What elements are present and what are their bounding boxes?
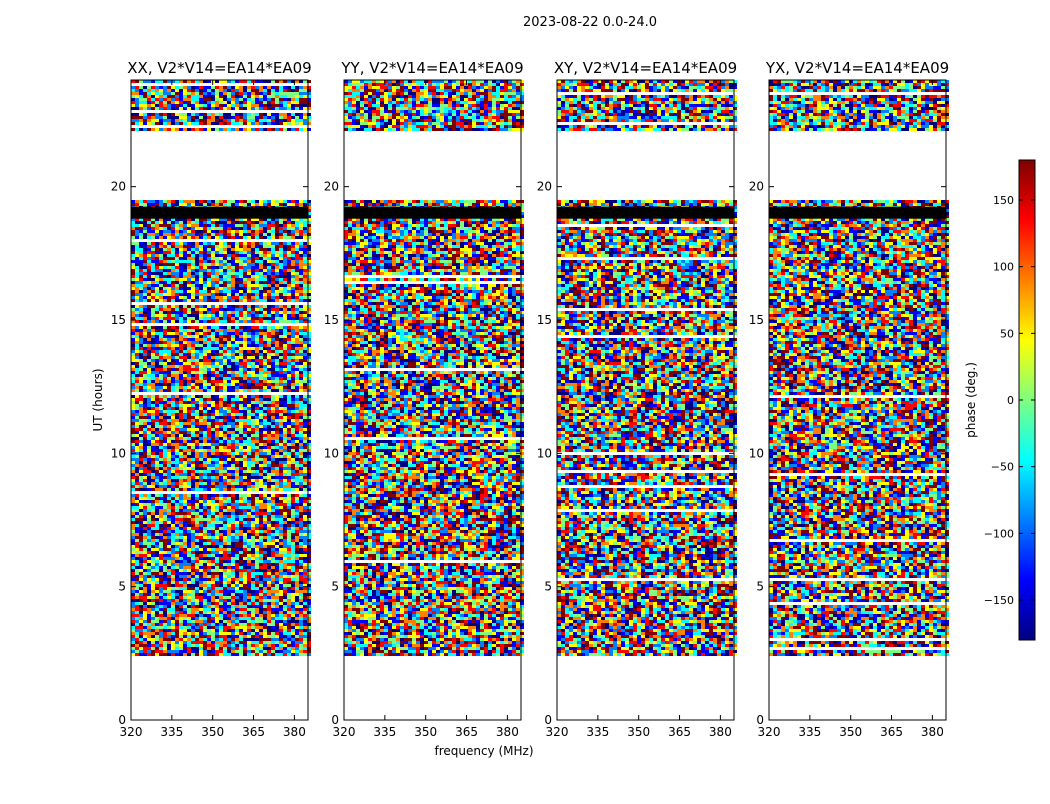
panel-yy: YY, V2*V14=EA14*EA09 320 335 350 365 380 0 5 10 1… bbox=[324, 59, 524, 739]
colorbar: −150 −100 −50 0 50 100 150 bbox=[984, 160, 1035, 640]
x-tick-label: 350 bbox=[627, 725, 650, 739]
x-tick-label: 365 bbox=[880, 725, 903, 739]
flagged-block bbox=[131, 207, 308, 219]
y-tick-label: 20 bbox=[111, 180, 126, 194]
y-tick-label: 15 bbox=[749, 313, 764, 327]
y-tick-label: 10 bbox=[111, 446, 126, 460]
x-tick-label: 350 bbox=[201, 725, 224, 739]
y-axis-label: UT (hours) bbox=[91, 368, 105, 431]
colorbar-tick-label: −50 bbox=[991, 461, 1014, 474]
y-tick-label: 15 bbox=[537, 313, 552, 327]
y-tick-label: 15 bbox=[324, 313, 339, 327]
x-tick-label: 350 bbox=[839, 725, 862, 739]
x-tick-label: 365 bbox=[668, 725, 691, 739]
colorbar-tick-label: 0 bbox=[1007, 394, 1014, 407]
y-tick-label: 15 bbox=[111, 313, 126, 327]
colorbar-tick-label: 50 bbox=[1000, 327, 1014, 340]
y-tick-label: 5 bbox=[544, 580, 552, 594]
y-tick-label: 0 bbox=[118, 713, 126, 727]
flagged-block bbox=[557, 207, 734, 219]
x-tick-label: 335 bbox=[373, 725, 396, 739]
x-axis-label: frequency (MHz) bbox=[434, 744, 533, 758]
x-tick-label: 335 bbox=[160, 725, 183, 739]
phase-raster-xx bbox=[131, 80, 311, 656]
y-tick-label: 0 bbox=[756, 713, 764, 727]
y-tick-label: 5 bbox=[118, 580, 126, 594]
y-tick-label: 10 bbox=[749, 446, 764, 460]
x-tick-label: 350 bbox=[414, 725, 437, 739]
panel-xy: XY, V2*V14=EA14*EA09 320 335 350 365 380 0 5 10 1… bbox=[537, 59, 737, 739]
phase-raster-yx bbox=[769, 80, 949, 656]
panel-title: XY, V2*V14=EA14*EA09 bbox=[554, 59, 737, 77]
x-tick-label: 320 bbox=[120, 725, 143, 739]
y-tick-label: 20 bbox=[537, 180, 552, 194]
panel-xx: XX, V2*V14=EA14*EA09 320 335 350 365 380 0 5 10 1… bbox=[111, 59, 312, 739]
x-tick-label: 335 bbox=[798, 725, 821, 739]
flagged-block bbox=[344, 207, 521, 219]
y-tick-label: 0 bbox=[544, 713, 552, 727]
panels-group: XX, V2*V14=EA14*EA09 320 335 350 365 380 0 5 10 1… bbox=[111, 59, 949, 739]
flagged-block bbox=[769, 207, 946, 219]
phase-raster-xy bbox=[557, 80, 737, 656]
colorbar-tick-label: −150 bbox=[984, 594, 1014, 607]
colorbar-tick-label: 150 bbox=[993, 194, 1014, 207]
y-tick-label: 10 bbox=[324, 446, 339, 460]
y-tick-label: 5 bbox=[331, 580, 339, 594]
x-tick-label: 365 bbox=[242, 725, 265, 739]
y-tick-label: 20 bbox=[324, 180, 339, 194]
x-tick-label: 380 bbox=[283, 725, 306, 739]
x-tick-label: 335 bbox=[586, 725, 609, 739]
x-tick-label: 320 bbox=[333, 725, 356, 739]
panel-title: YX, V2*V14=EA14*EA09 bbox=[765, 59, 949, 77]
phase-raster-yy bbox=[344, 80, 524, 656]
x-tick-label: 365 bbox=[455, 725, 478, 739]
colorbar-tick-label: −100 bbox=[984, 527, 1014, 540]
colorbar-tick-label: 100 bbox=[993, 261, 1014, 274]
panel-title: XX, V2*V14=EA14*EA09 bbox=[127, 59, 311, 77]
panel-title: YY, V2*V14=EA14*EA09 bbox=[340, 59, 523, 77]
panel-yx: YX, V2*V14=EA14*EA09 320 335 350 365 380 0 5 10 1… bbox=[749, 59, 949, 739]
y-tick-label: 0 bbox=[331, 713, 339, 727]
colorbar-label: phase (deg.) bbox=[964, 362, 978, 438]
x-tick-label: 320 bbox=[758, 725, 781, 739]
y-tick-label: 5 bbox=[756, 580, 764, 594]
y-tick-label: 10 bbox=[537, 446, 552, 460]
x-tick-label: 380 bbox=[496, 725, 519, 739]
figure-suptitle: 2023-08-22 0.0-24.0 bbox=[523, 15, 657, 30]
y-tick-label: 20 bbox=[749, 180, 764, 194]
x-tick-label: 380 bbox=[921, 725, 944, 739]
x-tick-label: 320 bbox=[546, 725, 569, 739]
x-tick-label: 380 bbox=[709, 725, 732, 739]
